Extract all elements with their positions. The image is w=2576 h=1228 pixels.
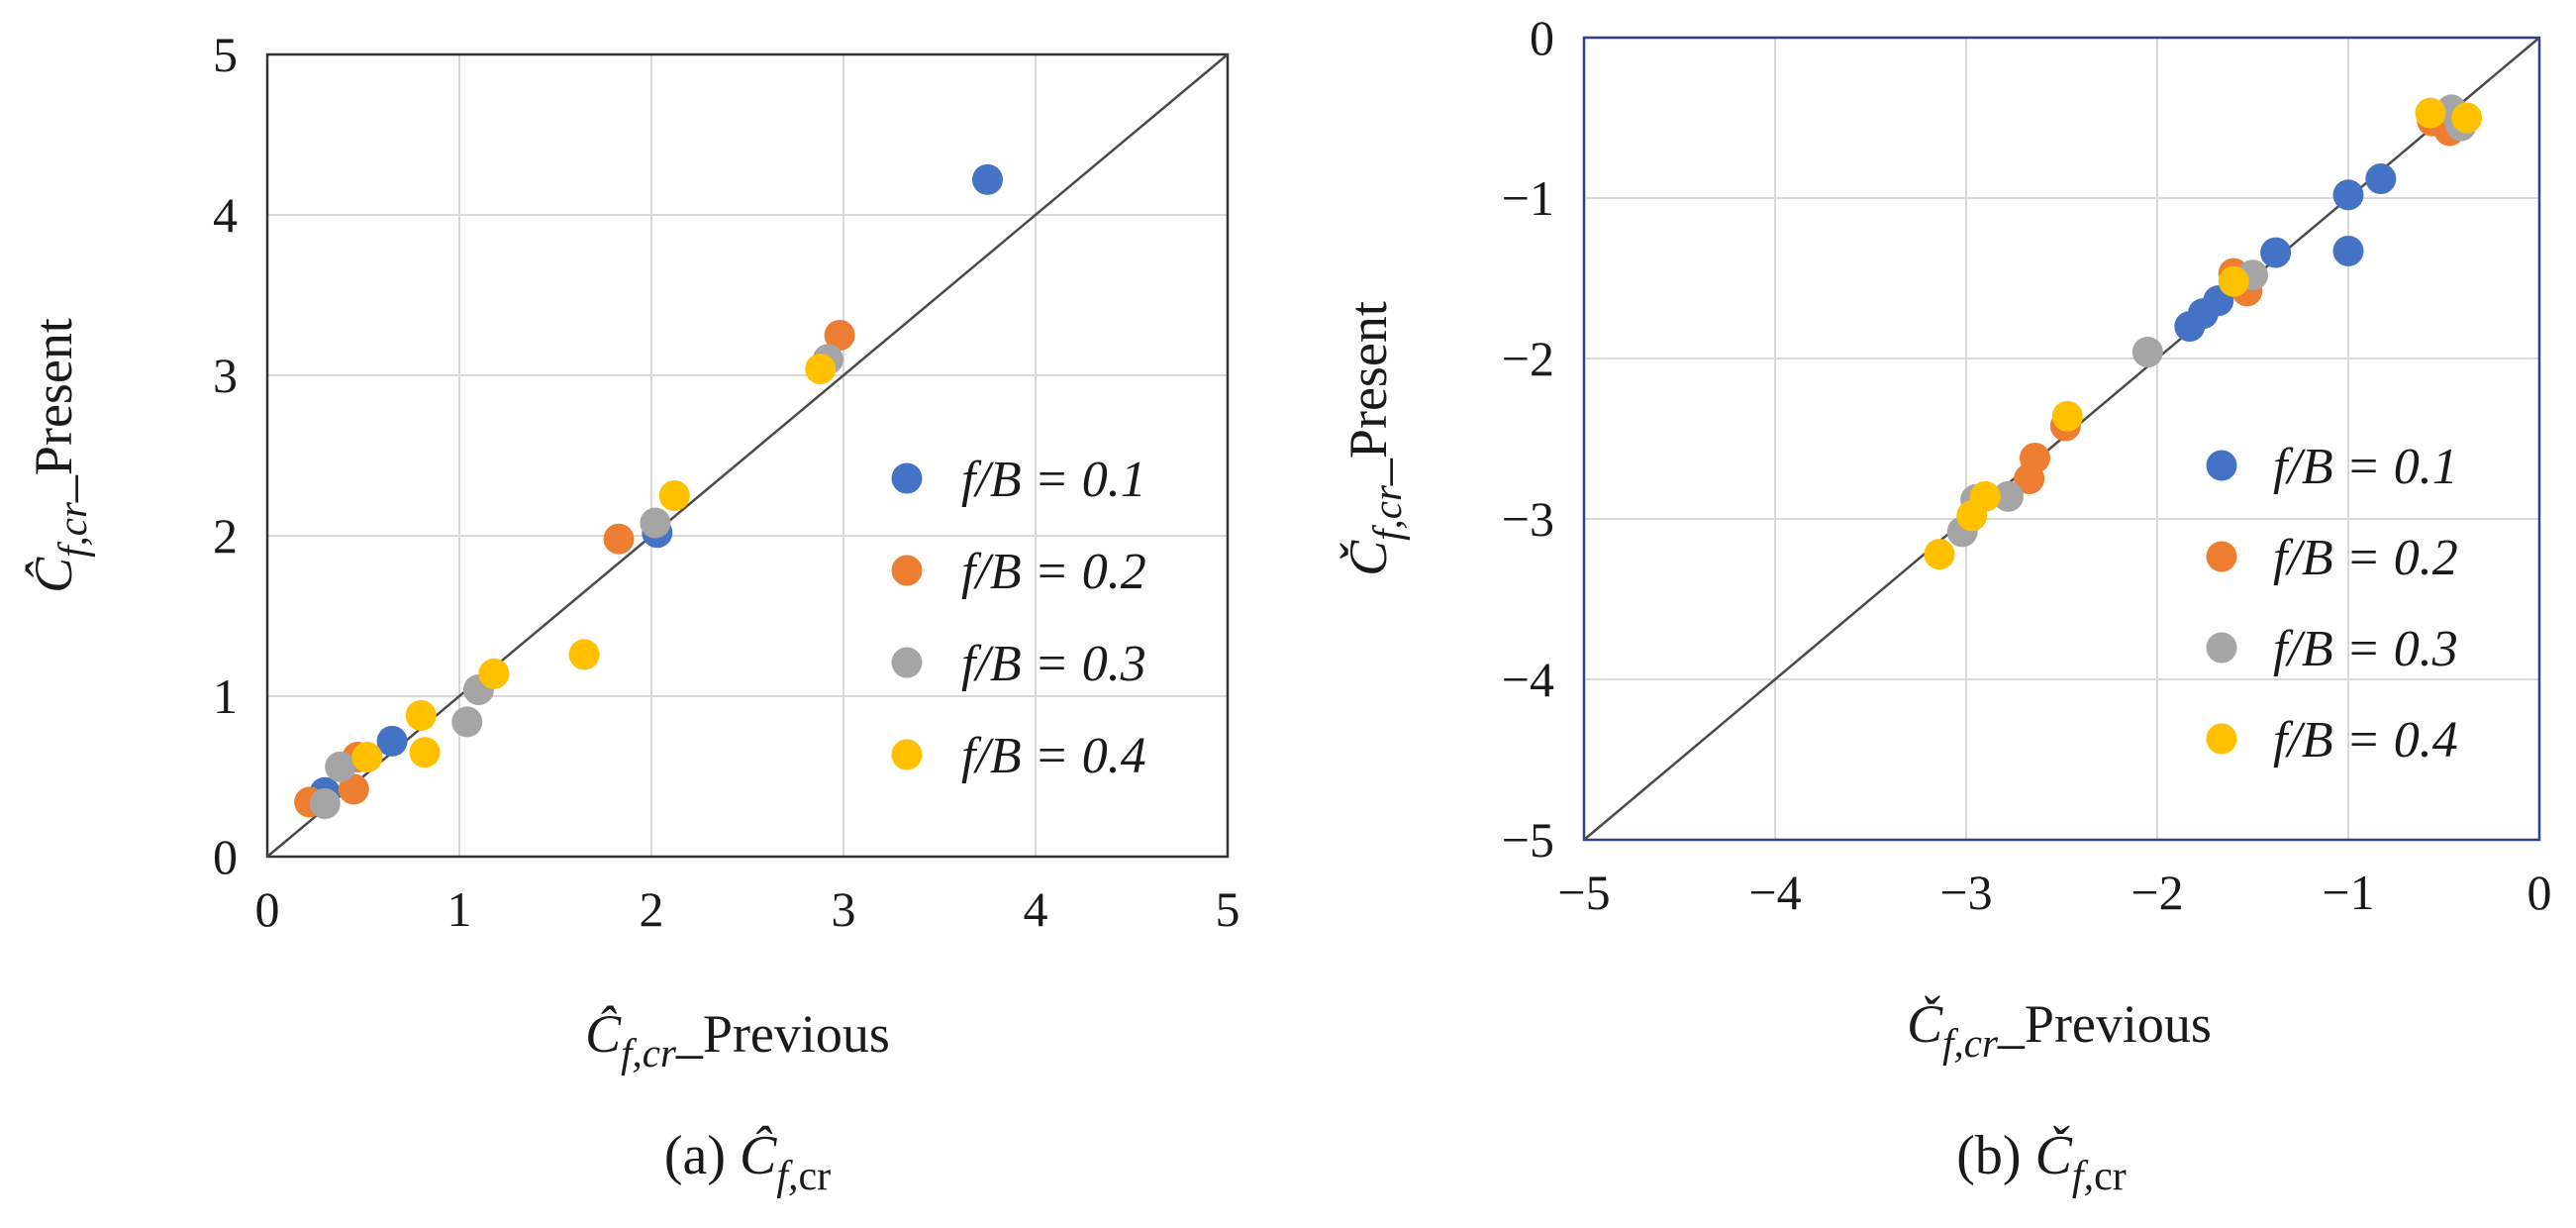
data-point-series-4: [658, 480, 690, 511]
data-point-series-4: [1924, 539, 1955, 570]
data-point-series-2: [338, 773, 369, 805]
data-point-series-1: [2260, 237, 2292, 268]
data-point-series-4: [2218, 265, 2249, 297]
legend-label: f/B = 0.4: [961, 728, 1146, 784]
y-tick-label: 1: [213, 668, 238, 724]
y-tick-label: 0: [213, 829, 238, 884]
x-axis-title: Čf,cr_Previous: [1907, 994, 2212, 1066]
legend-marker: [2206, 541, 2237, 572]
y-tick-label: 5: [213, 27, 238, 82]
data-point-series-4: [405, 699, 437, 731]
legend-label: f/B = 0.2: [961, 544, 1146, 600]
data-point-series-3: [1992, 480, 2024, 512]
legend-label: f/B = 0.3: [2273, 621, 2458, 677]
data-point-series-4: [568, 639, 600, 670]
x-tick-label: 3: [832, 881, 856, 937]
y-tick-label: −2: [1502, 331, 1554, 386]
x-tick-label: −2: [2130, 865, 2183, 920]
data-point-series-2: [603, 523, 635, 555]
legend-label: f/B = 0.1: [961, 452, 1146, 508]
y-tick-label: 0: [1530, 10, 1554, 65]
x-tick-label: −5: [1557, 865, 1610, 920]
x-tick-label: −3: [1939, 865, 1992, 920]
plot-frame: [1582, 36, 2541, 842]
data-point-series-4: [351, 742, 383, 773]
y-tick-label: −1: [1502, 170, 1554, 226]
x-tick-label: −1: [2322, 865, 2374, 920]
x-tick-label: 0: [2527, 865, 2552, 920]
data-point-series-1: [2365, 163, 2397, 195]
y-tick-label: −5: [1502, 812, 1554, 868]
plot-frame: [265, 52, 1230, 859]
legend-marker: [2206, 450, 2237, 481]
data-point-series-4: [805, 354, 837, 385]
data-point-series-4: [2451, 102, 2483, 134]
data-point-series-3: [640, 507, 671, 539]
y-tick-label: −4: [1502, 652, 1554, 707]
y-tick-label: 4: [213, 187, 238, 243]
legend-label: f/B = 0.2: [2273, 530, 2458, 586]
legend-marker: [891, 555, 923, 586]
legend-marker: [891, 739, 923, 770]
y-tick-label: 2: [213, 508, 238, 563]
data-point-series-2: [2019, 442, 2050, 473]
figure-caption: (a) Ĉf,cr: [664, 1125, 831, 1199]
legend-marker: [2206, 723, 2237, 755]
data-point-series-4: [2051, 400, 2083, 432]
data-point-series-4: [2415, 97, 2446, 129]
data-point-series-4: [409, 737, 441, 768]
x-tick-label: −4: [1748, 865, 1801, 920]
x-axis-title: Ĉf,cr_Previous: [585, 1004, 890, 1075]
data-point-series-1: [2332, 235, 2364, 266]
data-point-series-1: [972, 163, 1003, 195]
data-point-series-3: [325, 751, 356, 782]
legend-label: f/B = 0.4: [2273, 712, 2458, 768]
x-tick-label: 4: [1024, 881, 1048, 937]
data-point-series-3: [2131, 337, 2163, 368]
legend-marker: [891, 462, 923, 494]
legend-marker: [2206, 632, 2237, 664]
x-tick-label: 2: [640, 881, 664, 937]
x-tick-label: 1: [447, 881, 472, 937]
x-tick-label: 0: [255, 881, 280, 937]
data-point-series-3: [451, 706, 483, 738]
panel-b: −5 −4 −3 −2 −1 0 −5 −4 −3 −2 −1 0 Čf,cr_Previous Čf,c…: [1338, 10, 2552, 1199]
y-tick-label: 3: [213, 348, 238, 403]
data-point-series-1: [376, 725, 408, 757]
legend-marker: [891, 647, 923, 678]
y-axis-title: Čf,cr_Present: [1338, 301, 1410, 576]
x-tick-label: 5: [1216, 881, 1240, 937]
data-point-series-3: [309, 788, 341, 820]
y-tick-label: −3: [1502, 491, 1554, 547]
legend-label: f/B = 0.3: [961, 636, 1146, 692]
data-point-series-4: [1969, 480, 2001, 512]
legend-label: f/B = 0.1: [2273, 439, 2458, 495]
data-point-series-2: [824, 320, 855, 351]
y-axis-title: Ĉf,cr_Present: [24, 318, 95, 593]
figure-caption: (b) Čf,cr: [1956, 1125, 2126, 1199]
data-point-series-4: [478, 658, 510, 689]
data-point-series-1: [2332, 179, 2364, 211]
